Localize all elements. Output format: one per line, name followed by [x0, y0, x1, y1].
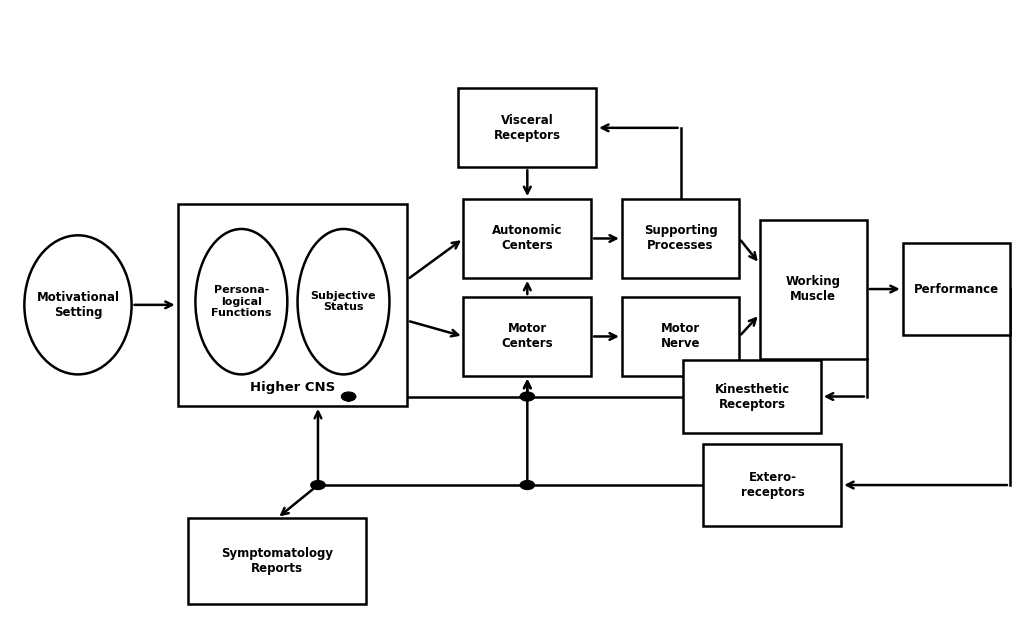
Text: Symptomatology
Reports: Symptomatology Reports: [221, 547, 333, 575]
Text: Working
Muscle: Working Muscle: [785, 275, 841, 303]
Text: Subjective
Status: Subjective Status: [310, 291, 376, 312]
Text: Motivational
Setting: Motivational Setting: [37, 291, 120, 319]
Bar: [622, 199, 739, 278]
Bar: [622, 297, 739, 376]
Ellipse shape: [298, 229, 389, 375]
Circle shape: [520, 392, 535, 401]
Ellipse shape: [25, 236, 132, 375]
Text: Higher CNS: Higher CNS: [250, 380, 335, 394]
Bar: [459, 88, 596, 168]
Text: Kinesthetic
Receptors: Kinesthetic Receptors: [715, 382, 790, 411]
Bar: [902, 243, 1010, 335]
Text: Persona-
logical
Functions: Persona- logical Functions: [211, 285, 271, 318]
Circle shape: [311, 481, 325, 490]
Bar: [464, 297, 591, 376]
Bar: [187, 518, 367, 604]
Bar: [703, 444, 842, 526]
Bar: [683, 360, 821, 433]
Text: Motor
Nerve: Motor Nerve: [660, 323, 700, 351]
Circle shape: [341, 392, 355, 401]
Circle shape: [520, 481, 535, 490]
Text: Performance: Performance: [913, 283, 998, 295]
Text: Supporting
Processes: Supporting Processes: [644, 224, 718, 253]
Text: Extero-
receptors: Extero- receptors: [740, 471, 804, 499]
Bar: [177, 204, 408, 406]
Text: Visceral
Receptors: Visceral Receptors: [494, 114, 561, 142]
Text: Motor
Centers: Motor Centers: [502, 323, 553, 351]
Ellipse shape: [196, 229, 288, 375]
Text: Autonomic
Centers: Autonomic Centers: [493, 224, 562, 253]
Bar: [760, 220, 867, 359]
Bar: [464, 199, 591, 278]
